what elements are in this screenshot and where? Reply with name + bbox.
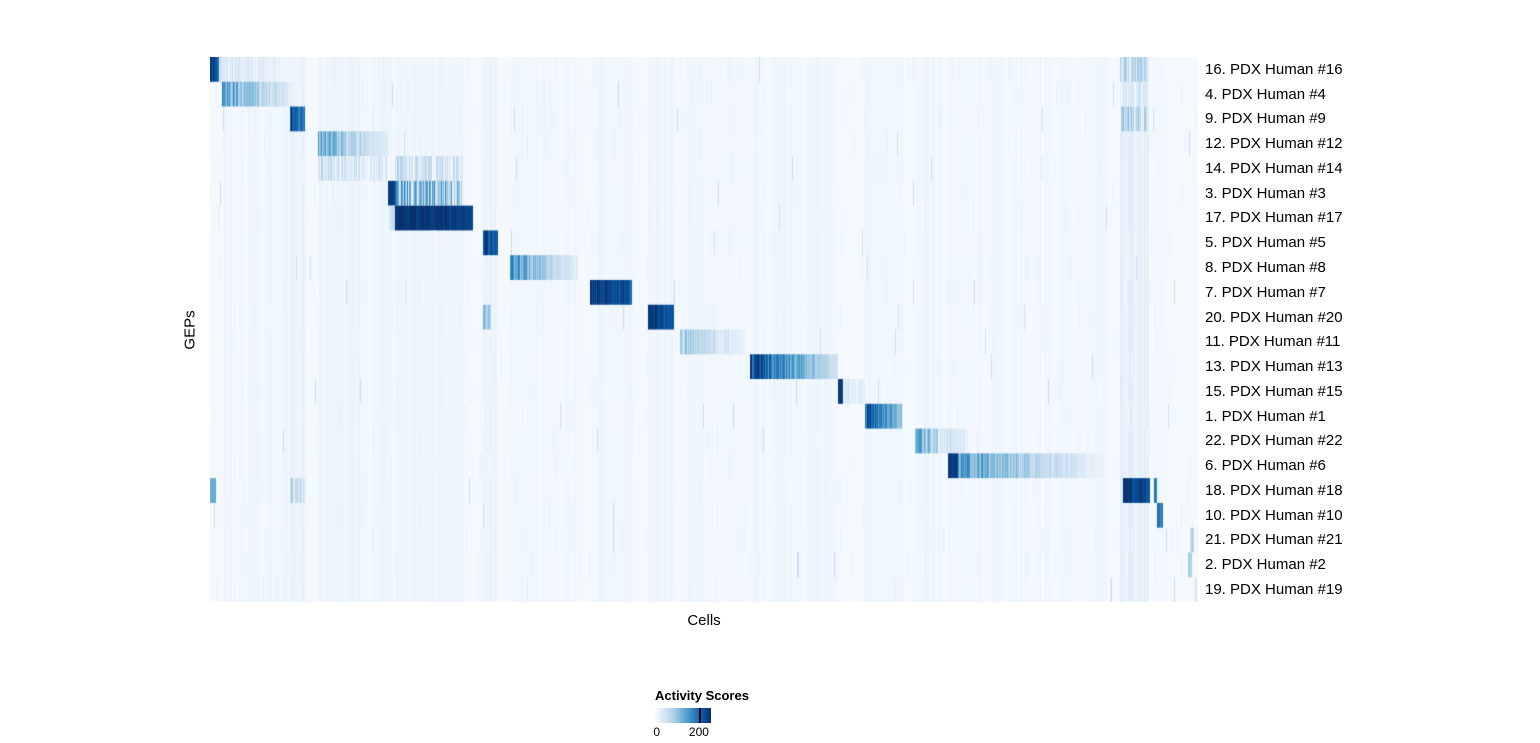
row-label: 7. PDX Human #7 xyxy=(1205,283,1326,301)
row-label: 20. PDX Human #20 xyxy=(1205,308,1343,326)
row-label: 12. PDX Human #12 xyxy=(1205,135,1343,153)
row-label: 14. PDX Human #14 xyxy=(1205,159,1343,177)
row-label: 18. PDX Human #18 xyxy=(1205,481,1343,499)
legend-tick-label: 200 xyxy=(688,725,709,739)
row-label: 4. PDX Human #4 xyxy=(1205,85,1326,103)
legend-tick-mark xyxy=(698,708,701,723)
row-label: 9. PDX Human #9 xyxy=(1205,110,1326,128)
heatmap-canvas xyxy=(210,57,1198,602)
row-label: 22. PDX Human #22 xyxy=(1205,432,1343,450)
row-label: 11. PDX Human #11 xyxy=(1205,333,1341,351)
row-label: 13. PDX Human #13 xyxy=(1205,358,1343,376)
legend: Activity Scores 0 200 xyxy=(653,688,815,739)
row-label: 8. PDX Human #8 xyxy=(1205,259,1326,276)
y-axis-label: GEPs xyxy=(181,310,199,350)
legend-tick-label: 0 xyxy=(653,725,661,739)
row-label: 19. PDX Human #19 xyxy=(1205,580,1343,598)
row-label: 3. PDX Human #3 xyxy=(1205,184,1326,202)
legend-gradient-bar xyxy=(655,708,711,723)
row-label: 10. PDX Human #10 xyxy=(1205,506,1343,524)
row-label: 21. PDX Human #21 xyxy=(1205,531,1343,549)
row-label: 16. PDX Human #16 xyxy=(1205,60,1343,78)
row-label: 1. PDX Human #1 xyxy=(1205,407,1326,425)
x-axis-label: Cells xyxy=(687,612,721,629)
legend-title: Activity Scores xyxy=(655,688,749,703)
row-label: 17. PDX Human #17 xyxy=(1205,209,1343,227)
row-label: 5. PDX Human #5 xyxy=(1205,234,1326,252)
row-label: 6. PDX Human #6 xyxy=(1205,457,1326,475)
legend-ticks: 0 200 xyxy=(653,725,711,739)
row-label: 15. PDX Human #15 xyxy=(1205,382,1343,400)
row-labels: 16. PDX Human #16 4. PDX Human #4 9. PDX H… xyxy=(1205,57,1375,602)
row-label: 2. PDX Human #2 xyxy=(1205,556,1326,574)
